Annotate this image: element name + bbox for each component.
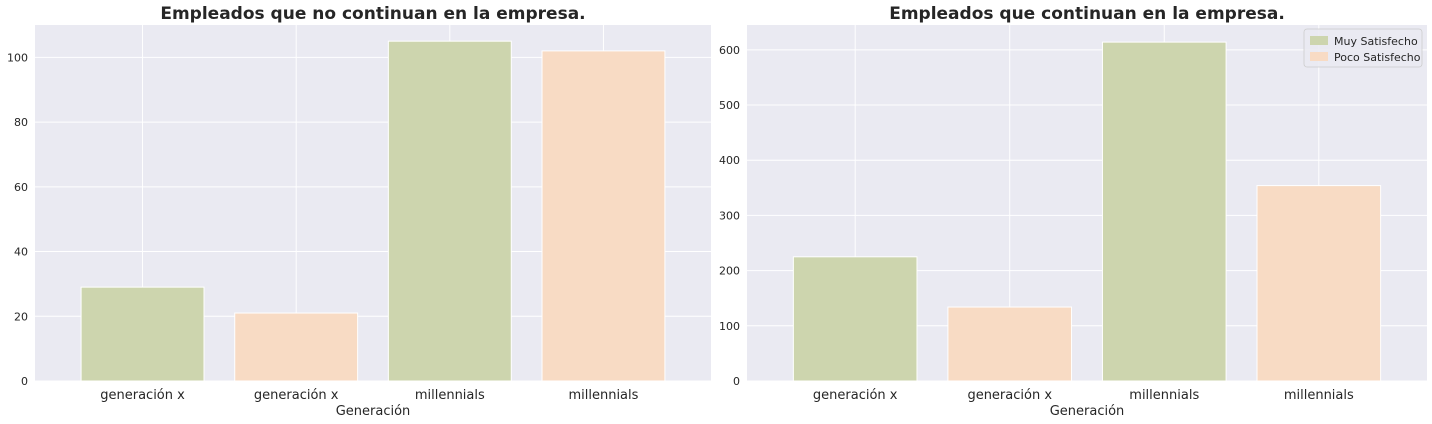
y-tick-label: 0: [733, 375, 740, 388]
bar: [1101, 41, 1227, 382]
x-tick-label: generación x: [967, 388, 1052, 403]
x-tick-label: millennials: [568, 388, 638, 403]
x-tick-label: generación x: [813, 388, 898, 403]
y-tick-label: 600: [719, 44, 740, 57]
x-tick-label: generación x: [254, 388, 339, 403]
bar: [792, 256, 918, 382]
bar: [234, 312, 359, 382]
chart-title: Empleados que no continuan en la empresa…: [160, 4, 585, 24]
y-tick-label: 200: [719, 265, 740, 278]
y-tick-label: 20: [14, 310, 28, 323]
y-tick-label: 40: [14, 246, 28, 259]
x-tick-label: millennials: [415, 388, 485, 403]
y-tick-label: 400: [719, 154, 740, 167]
y-tick-label: 0: [21, 375, 28, 388]
legend-box: [1303, 28, 1423, 68]
bar: [1256, 185, 1382, 382]
chart-title: Empleados que continuan en la empresa.: [889, 4, 1285, 24]
chart-panel-1: 0 20 40 60 80 100 generación x generación x mill…: [7, 4, 711, 419]
bar: [387, 40, 512, 382]
legend-swatch: [1310, 52, 1328, 61]
y-tick-label: 80: [14, 116, 28, 129]
y-tick-label: 100: [719, 320, 740, 333]
bar: [541, 50, 666, 382]
x-axis-label: Generación: [336, 404, 411, 419]
x-axis-label: Generación: [1050, 404, 1125, 419]
y-tick-label: 100: [7, 51, 28, 64]
x-tick-label: millennials: [1284, 388, 1354, 403]
bar: [80, 286, 205, 382]
y-tick-label: 300: [719, 209, 740, 222]
y-tick-label: 60: [14, 181, 28, 194]
bar: [947, 306, 1073, 382]
chart-panel-2: 0 100 200 300 400 500 600 generación x generació…: [719, 4, 1427, 419]
x-tick-label: generación x: [100, 388, 185, 403]
legend-swatch: [1310, 36, 1328, 45]
y-tick-label: 500: [719, 99, 740, 112]
legend-label: Poco Satisfecho: [1334, 51, 1421, 64]
legend-label: Muy Satisfecho: [1334, 35, 1418, 48]
x-tick-label: millennials: [1129, 388, 1199, 403]
legend: Muy Satisfecho Poco Satisfecho: [1303, 28, 1423, 68]
